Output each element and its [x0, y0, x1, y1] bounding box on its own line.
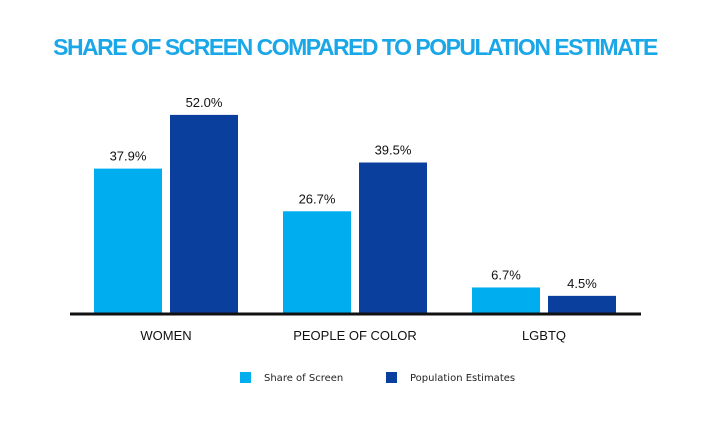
data-label: 52.0%	[186, 95, 223, 110]
category-label: PEOPLE OF COLOR	[293, 328, 417, 343]
data-label: 4.5%	[567, 276, 597, 291]
category-label: WOMEN	[140, 328, 191, 343]
bar-lgbtq-0	[472, 287, 540, 313]
bar-people-of-color-0	[283, 211, 351, 313]
bar-people-of-color-1	[359, 162, 427, 313]
data-label: 6.7%	[491, 267, 521, 282]
data-label: 26.7%	[299, 191, 336, 206]
legend-swatch	[240, 372, 251, 383]
bar-women-1	[170, 114, 238, 313]
data-label: 39.5%	[375, 143, 412, 158]
legend-label: Share of Screen	[264, 373, 343, 384]
chart-title-text: SHARE OF SCREEN COMPARED TO POPULATION E…	[53, 34, 658, 60]
chart-title: SHARE OF SCREEN COMPARED TO POPULATION E…	[0, 32, 710, 62]
bar-lgbtq-1	[548, 295, 616, 313]
bar-women-0	[94, 168, 162, 313]
data-label: 37.9%	[110, 149, 147, 164]
legend-label: Population Estimates	[410, 373, 515, 384]
category-label: LGBTQ	[522, 328, 566, 343]
legend-swatch	[386, 372, 397, 383]
